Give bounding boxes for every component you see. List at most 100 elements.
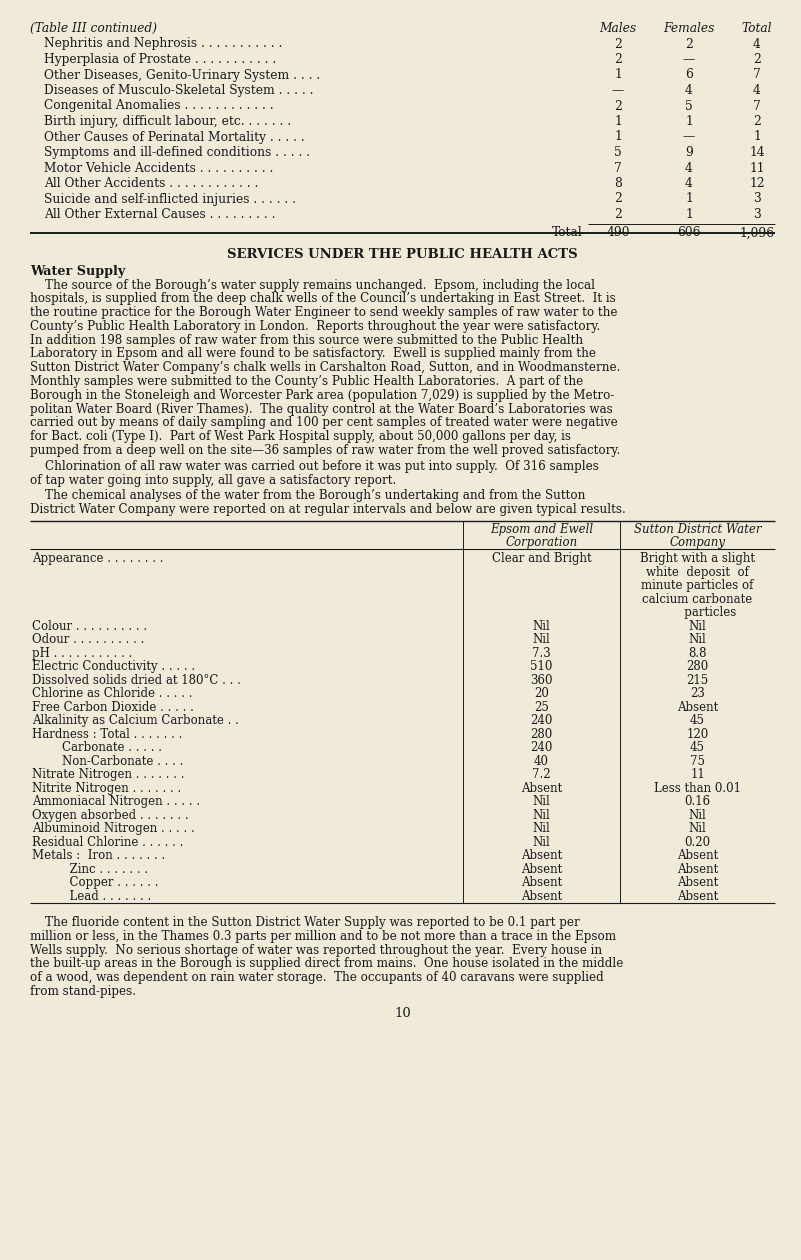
Text: Total: Total <box>552 227 583 239</box>
Text: 240: 240 <box>530 714 553 727</box>
Text: Electric Conductivity . . . . .: Electric Conductivity . . . . . <box>32 660 195 673</box>
Text: the built-up areas in the Borough is supplied direct from mains.  One house isol: the built-up areas in the Borough is sup… <box>30 958 623 970</box>
Text: calcium carbonate: calcium carbonate <box>642 592 753 606</box>
Text: (Table III continued): (Table III continued) <box>30 21 157 35</box>
Text: County’s Public Health Laboratory in London.  Reports throughout the year were s: County’s Public Health Laboratory in Lon… <box>30 320 600 333</box>
Text: politan Water Board (River Thames).  The quality control at the Water Board’s La: politan Water Board (River Thames). The … <box>30 403 613 416</box>
Text: 7: 7 <box>753 68 761 82</box>
Text: Hyperplasia of Prostate . . . . . . . . . . .: Hyperplasia of Prostate . . . . . . . . … <box>44 53 276 66</box>
Text: 280: 280 <box>686 660 709 673</box>
Text: Epsom and Ewell: Epsom and Ewell <box>490 523 593 536</box>
Text: 6: 6 <box>685 68 693 82</box>
Text: 12: 12 <box>749 176 765 190</box>
Text: 20: 20 <box>534 687 549 701</box>
Text: white  deposit  of: white deposit of <box>646 566 749 578</box>
Text: Nil: Nil <box>533 795 550 808</box>
Text: 7: 7 <box>753 100 761 112</box>
Text: Nil: Nil <box>689 620 706 633</box>
Text: Nil: Nil <box>533 809 550 822</box>
Text: pH . . . . . . . . . . .: pH . . . . . . . . . . . <box>32 646 132 659</box>
Text: Chlorine as Chloride . . . . .: Chlorine as Chloride . . . . . <box>32 687 192 701</box>
Text: Nil: Nil <box>689 809 706 822</box>
Text: Ammoniacal Nitrogen . . . . .: Ammoniacal Nitrogen . . . . . <box>32 795 200 808</box>
Text: of a wood, was dependent on rain water storage.  The occupants of 40 caravans we: of a wood, was dependent on rain water s… <box>30 971 604 984</box>
Text: Sutton District Water: Sutton District Water <box>634 523 761 536</box>
Text: Appearance . . . . . . . .: Appearance . . . . . . . . <box>32 552 163 564</box>
Text: Hardness : Total . . . . . . .: Hardness : Total . . . . . . . <box>32 727 183 741</box>
Text: 5: 5 <box>614 146 622 159</box>
Text: particles: particles <box>658 606 737 619</box>
Text: 3: 3 <box>753 208 761 220</box>
Text: 4: 4 <box>753 38 761 50</box>
Text: Nil: Nil <box>533 633 550 646</box>
Text: Other Diseases, Genito-Urinary System . . . .: Other Diseases, Genito-Urinary System . … <box>44 68 320 82</box>
Text: Clear and Bright: Clear and Bright <box>492 552 591 564</box>
Text: 2: 2 <box>753 115 761 129</box>
Text: 25: 25 <box>534 701 549 713</box>
Text: 280: 280 <box>530 727 553 741</box>
Text: Free Carbon Dioxide . . . . .: Free Carbon Dioxide . . . . . <box>32 701 194 713</box>
Text: Absent: Absent <box>521 781 562 795</box>
Text: Bright with a slight: Bright with a slight <box>640 552 755 564</box>
Text: Absent: Absent <box>521 890 562 902</box>
Text: 2: 2 <box>614 208 622 220</box>
Text: Residual Chlorine . . . . . .: Residual Chlorine . . . . . . <box>32 835 183 848</box>
Text: 11: 11 <box>690 769 705 781</box>
Text: Lead . . . . . . .: Lead . . . . . . . <box>32 890 151 902</box>
Text: from stand-pipes.: from stand-pipes. <box>30 985 136 998</box>
Text: 0.16: 0.16 <box>684 795 710 808</box>
Text: 14: 14 <box>749 146 765 159</box>
Text: In addition 198 samples of raw water from this source were submitted to the Publ: In addition 198 samples of raw water fro… <box>30 334 583 347</box>
Text: Other Causes of Perinatal Mortality . . . . .: Other Causes of Perinatal Mortality . . … <box>44 131 304 144</box>
Text: Corporation: Corporation <box>505 536 578 549</box>
Text: Copper . . . . . .: Copper . . . . . . <box>32 876 159 890</box>
Text: 0.20: 0.20 <box>684 835 710 848</box>
Text: 8: 8 <box>614 176 622 190</box>
Text: Absent: Absent <box>677 701 718 713</box>
Text: Albuminoid Nitrogen . . . . .: Albuminoid Nitrogen . . . . . <box>32 822 195 835</box>
Text: Absent: Absent <box>677 849 718 862</box>
Text: Water Supply: Water Supply <box>30 265 125 277</box>
Text: 2: 2 <box>685 38 693 50</box>
Text: minute particles of: minute particles of <box>642 580 754 592</box>
Text: 11: 11 <box>749 161 765 174</box>
Text: 1,096: 1,096 <box>739 227 775 239</box>
Text: 45: 45 <box>690 714 705 727</box>
Text: Symptoms and ill-defined conditions . . . . .: Symptoms and ill-defined conditions . . … <box>44 146 310 159</box>
Text: Motor Vehicle Accidents . . . . . . . . . .: Motor Vehicle Accidents . . . . . . . . … <box>44 161 273 174</box>
Text: Absent: Absent <box>677 890 718 902</box>
Text: Monthly samples were submitted to the County’s Public Health Laboratories.  A pa: Monthly samples were submitted to the Co… <box>30 375 583 388</box>
Text: Alkalinity as Calcium Carbonate . .: Alkalinity as Calcium Carbonate . . <box>32 714 239 727</box>
Text: Males: Males <box>599 21 637 35</box>
Text: Absent: Absent <box>677 876 718 890</box>
Text: —: — <box>683 131 695 144</box>
Text: Odour . . . . . . . . . .: Odour . . . . . . . . . . <box>32 633 144 646</box>
Text: 4: 4 <box>685 84 693 97</box>
Text: 490: 490 <box>606 227 630 239</box>
Text: 7.3: 7.3 <box>532 646 551 659</box>
Text: for Bact. coli (Type I).  Part of West Park Hospital supply, about 50,000 gallon: for Bact. coli (Type I). Part of West Pa… <box>30 431 571 444</box>
Text: Colour . . . . . . . . . .: Colour . . . . . . . . . . <box>32 620 147 633</box>
Text: 1: 1 <box>685 193 693 205</box>
Text: Nil: Nil <box>533 620 550 633</box>
Text: 9: 9 <box>685 146 693 159</box>
Text: All Other External Causes . . . . . . . . .: All Other External Causes . . . . . . . … <box>44 208 276 220</box>
Text: Dissolved solids dried at 180°C . . .: Dissolved solids dried at 180°C . . . <box>32 674 241 687</box>
Text: 7: 7 <box>614 161 622 174</box>
Text: 2: 2 <box>614 53 622 66</box>
Text: District Water Company were reported on at regular intervals and below are given: District Water Company were reported on … <box>30 503 626 517</box>
Text: Metals :  Iron . . . . . . .: Metals : Iron . . . . . . . <box>32 849 165 862</box>
Text: the routine practice for the Borough Water Engineer to send weekly samples of ra: the routine practice for the Borough Wat… <box>30 306 618 319</box>
Text: Nephritis and Nephrosis . . . . . . . . . . .: Nephritis and Nephrosis . . . . . . . . … <box>44 38 283 50</box>
Text: Non-Carbonate . . . .: Non-Carbonate . . . . <box>32 755 183 767</box>
Text: 45: 45 <box>690 741 705 753</box>
Text: 510: 510 <box>530 660 553 673</box>
Text: 2: 2 <box>614 193 622 205</box>
Text: Nil: Nil <box>533 835 550 848</box>
Text: carried out by means of daily sampling and 100 per cent samples of treated water: carried out by means of daily sampling a… <box>30 417 618 430</box>
Text: Less than 0.01: Less than 0.01 <box>654 781 741 795</box>
Text: 75: 75 <box>690 755 705 767</box>
Text: pumped from a deep well on the site—36 samples of raw water from the well proved: pumped from a deep well on the site—36 s… <box>30 444 620 457</box>
Text: Chlorination of all raw water was carried out before it was put into supply.  Of: Chlorination of all raw water was carrie… <box>30 460 599 472</box>
Text: SERVICES UNDER THE PUBLIC HEALTH ACTS: SERVICES UNDER THE PUBLIC HEALTH ACTS <box>227 248 578 262</box>
